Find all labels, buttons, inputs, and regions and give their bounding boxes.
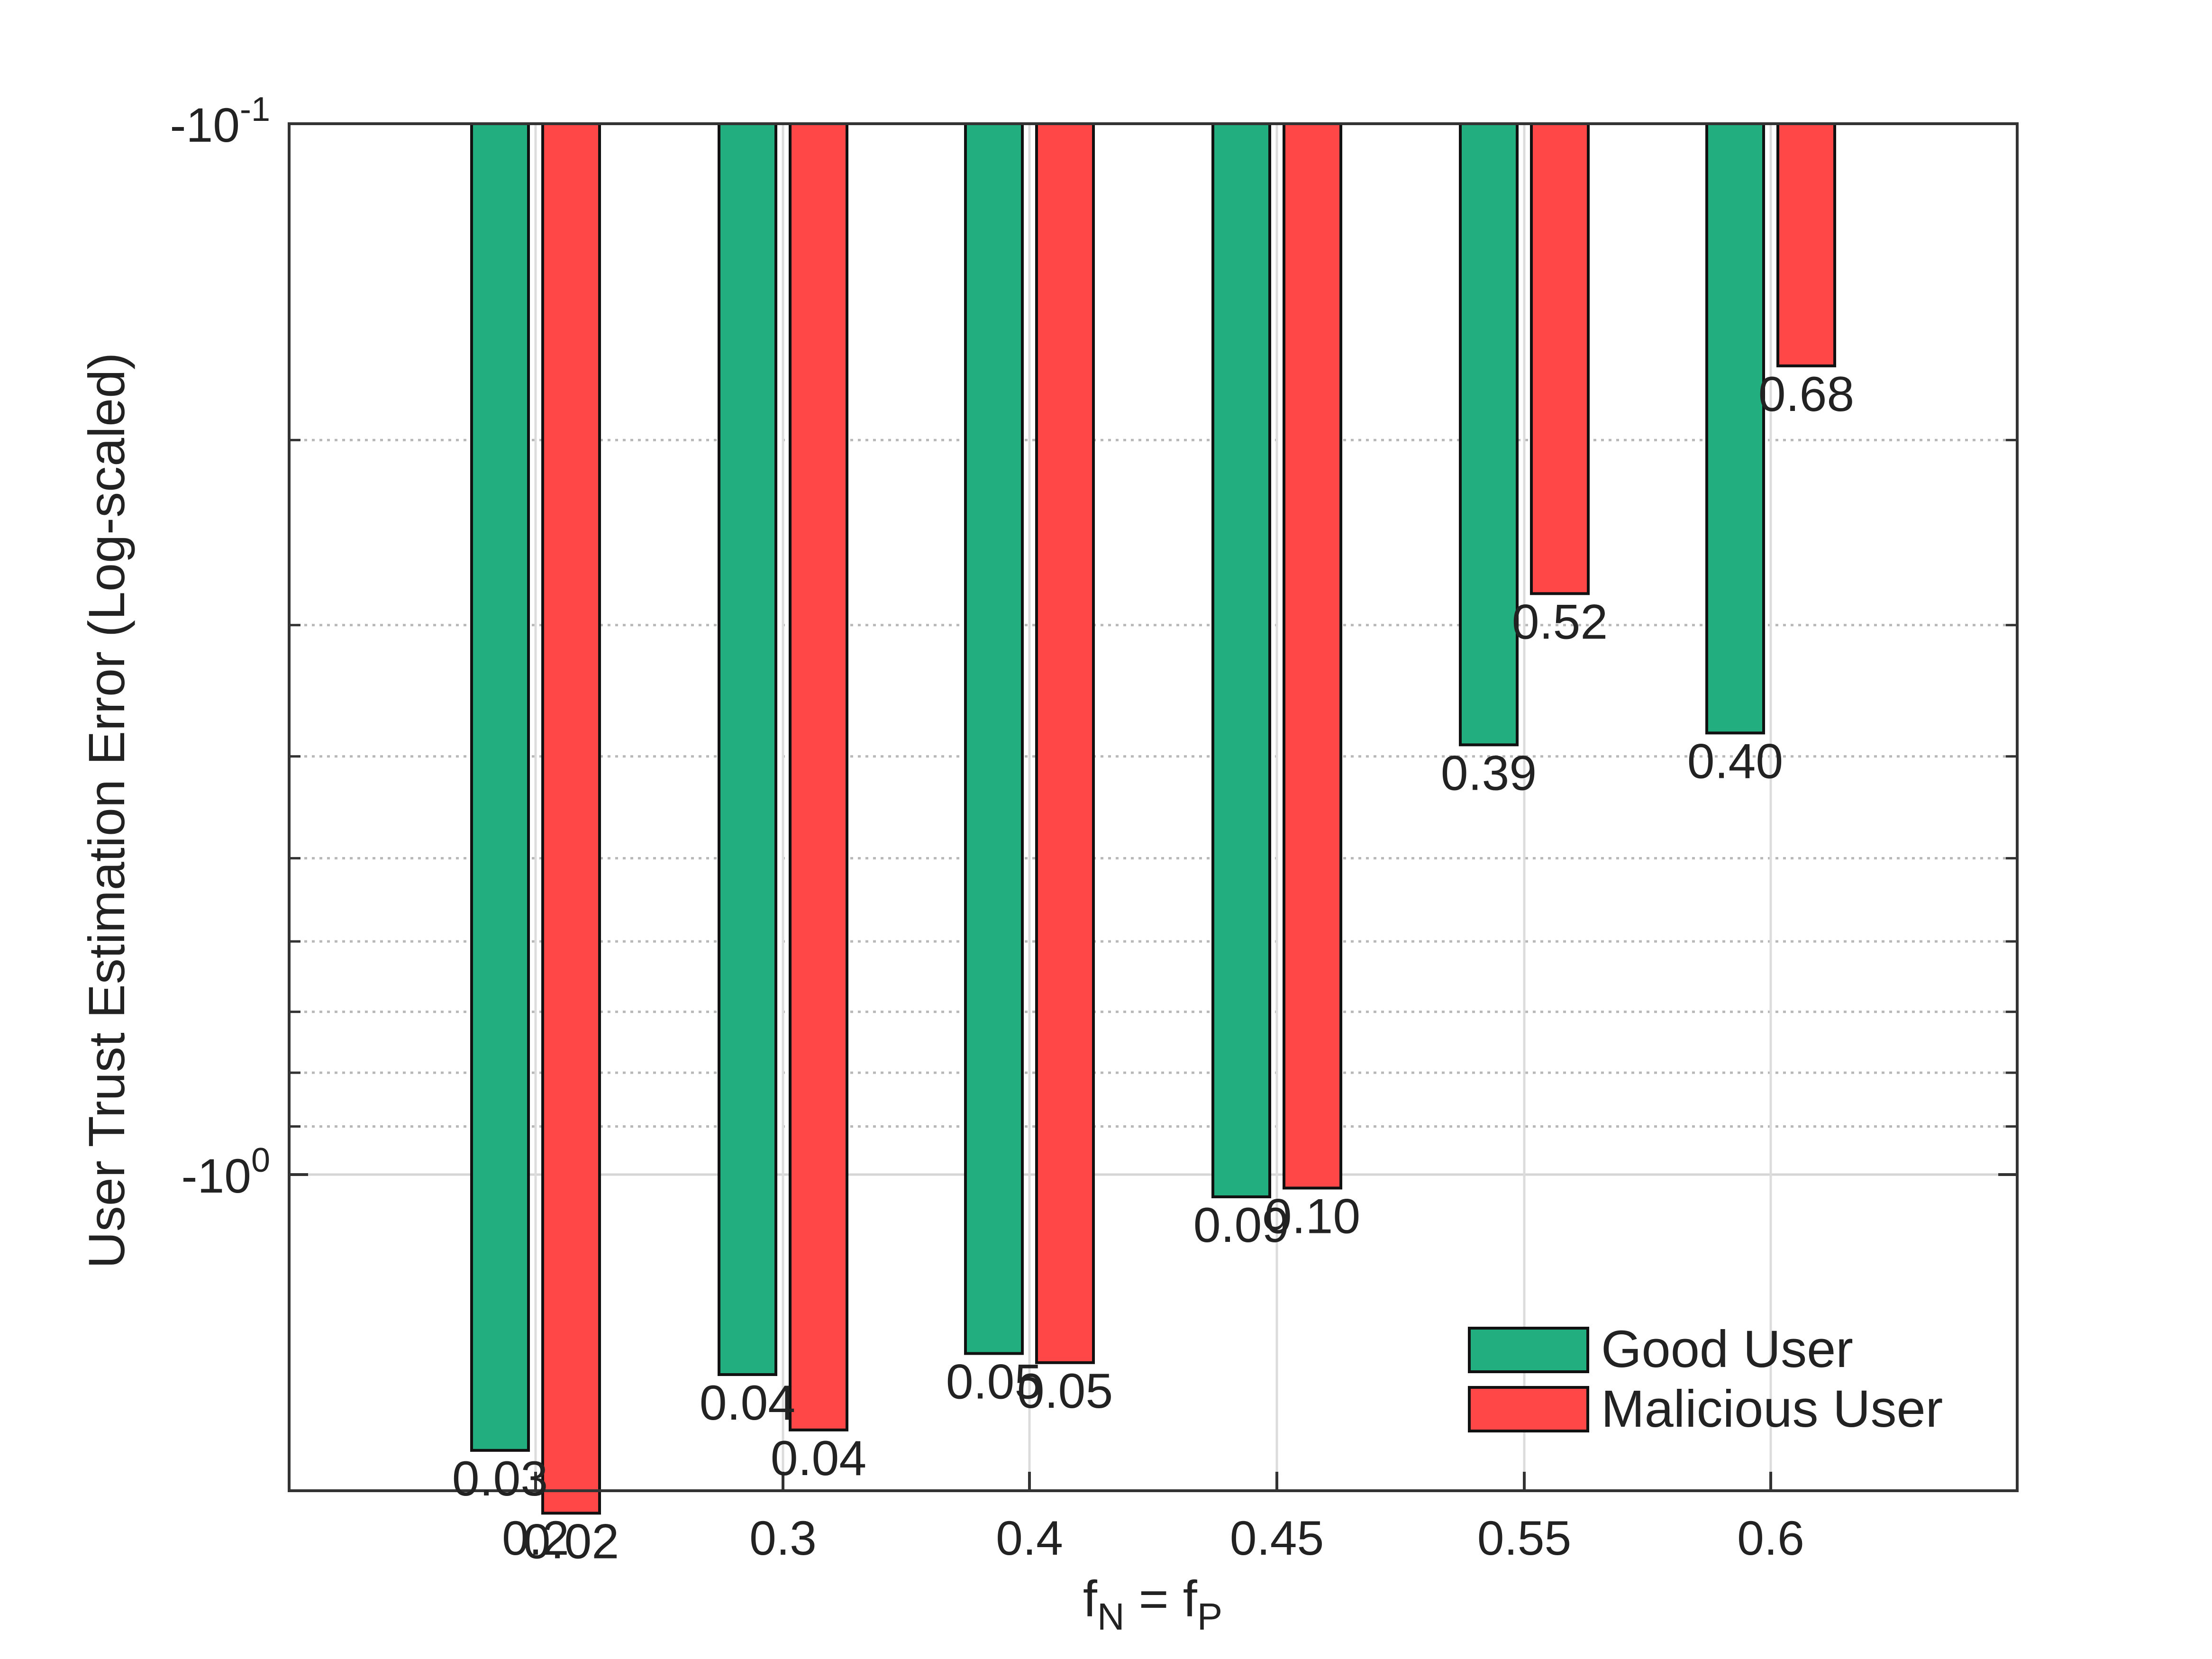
legend-label-good-user: Good User <box>1601 1320 1853 1378</box>
x-tick-label: 0.2 <box>502 1511 569 1565</box>
x-axis-label: fN = fP <box>1083 1570 1222 1638</box>
malicious-user-bar <box>789 122 848 1431</box>
y-axis-label: User Trust Estimation Error (Log-scaled) <box>78 353 135 1269</box>
x-axis-label-lhs-sub: N <box>1097 1595 1125 1638</box>
good-user-value-label: 0.03 <box>452 1451 548 1506</box>
malicious-user-value-label: 0.10 <box>1265 1189 1360 1244</box>
good-user-bar <box>1211 122 1271 1198</box>
x-tick-label: 0.4 <box>996 1511 1063 1565</box>
malicious-user-bar <box>541 122 601 1515</box>
malicious-user-value-label: 0.04 <box>771 1431 866 1486</box>
x-axis-label-eq: = <box>1125 1570 1183 1627</box>
x-axis-label-lhs: f <box>1083 1570 1098 1627</box>
malicious-user-value-label: 0.02 <box>523 1514 619 1569</box>
legend-swatch-malicious-user <box>1468 1386 1589 1432</box>
data-labels: 0.03 0.04 0.05 0.09 0.39 0.40 0.02 0.04 0.05 0.10… <box>452 367 1854 1569</box>
good-user-value-label: 0.05 <box>946 1354 1042 1409</box>
x-axis-label-rhs: f <box>1183 1570 1198 1627</box>
y-tick-label: -10-1 <box>170 91 270 152</box>
good-user-bar <box>470 122 530 1452</box>
good-user-value-label: 0.40 <box>1687 734 1783 789</box>
x-tick-label: 0.55 <box>1477 1511 1572 1565</box>
legend-label-malicious-user: Malicious User <box>1601 1380 1943 1438</box>
malicious-user-bar <box>1035 122 1095 1364</box>
malicious-user-value-label: 0.68 <box>1758 367 1854 422</box>
malicious-user-bar <box>1530 122 1590 595</box>
bars <box>470 122 1836 1515</box>
good-user-bar <box>718 122 777 1376</box>
good-user-bar <box>1459 122 1519 747</box>
malicious-user-bar <box>1776 122 1836 367</box>
good-user-bar <box>964 122 1024 1355</box>
malicious-user-value-label: 0.05 <box>1017 1364 1113 1419</box>
plot-frame <box>288 122 2019 1492</box>
x-tick-label: 0.6 <box>1737 1511 1804 1565</box>
x-tick-label: 0.45 <box>1230 1511 1324 1565</box>
y-tick-label: -100 <box>182 1141 270 1203</box>
good-user-bar <box>1705 122 1765 735</box>
good-user-value-label: 0.39 <box>1441 746 1537 801</box>
malicious-user-bar <box>1283 122 1342 1190</box>
legend-swatch-good-user <box>1468 1327 1589 1373</box>
malicious-user-value-label: 0.52 <box>1512 594 1608 649</box>
legend: Good User Malicious User <box>1468 1320 1943 1438</box>
x-tick-label: 0.3 <box>749 1511 817 1565</box>
x-axis-label-rhs-sub: P <box>1197 1595 1222 1638</box>
good-user-value-label: 0.09 <box>1193 1198 1289 1253</box>
good-user-value-label: 0.04 <box>700 1376 795 1431</box>
axis-ticks: -10-1 -100 0.2 0.3 0.4 0.45 0.55 0.6 <box>170 91 2017 1565</box>
